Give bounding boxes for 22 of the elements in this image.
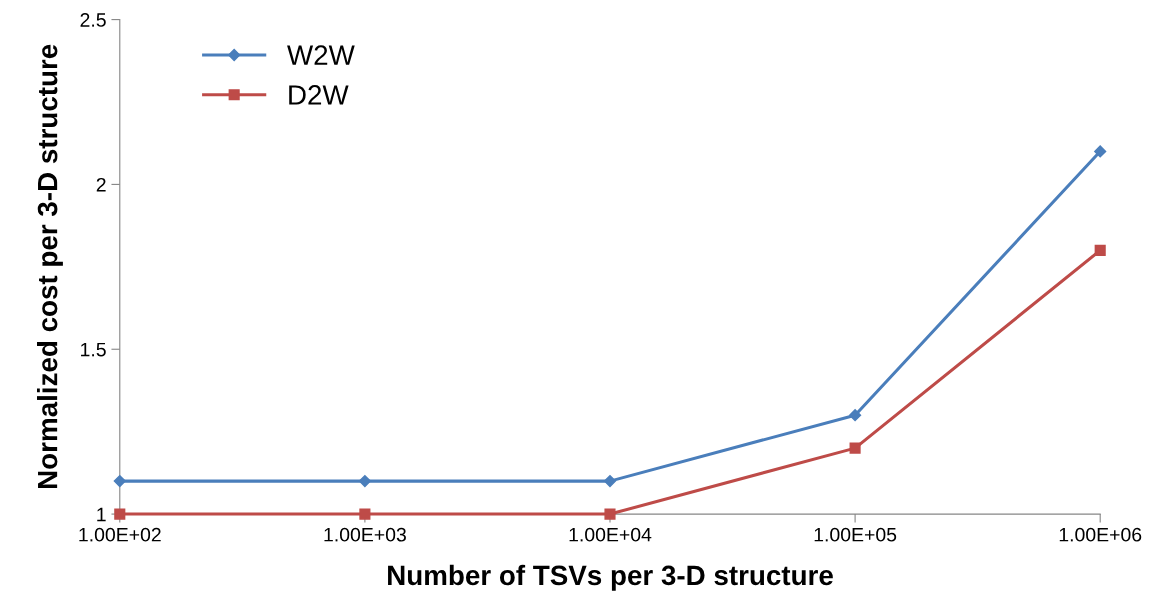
point [1094, 244, 1106, 256]
point [603, 475, 617, 488]
point [1094, 145, 1107, 158]
y-axis-title: Normalized cost per 3-D structure [37, 44, 63, 489]
x-tick-label: 1.00E+02 [79, 527, 161, 542]
y-tick-label: 2.5 [80, 13, 106, 27]
y-tick-label: 2 [96, 177, 106, 192]
x-tick-label: 1.00E+06 [1059, 527, 1142, 542]
point [849, 442, 861, 454]
x-tick-label: 1.00E+05 [814, 527, 897, 542]
x-axis-title: Number of TSVs per 3-D structure [388, 564, 833, 591]
y-tick-label: 1.5 [81, 342, 106, 357]
point [358, 475, 371, 488]
point [848, 409, 862, 422]
point [113, 475, 126, 488]
legend-label: W2W [287, 45, 355, 65]
legend-label: D2W [289, 85, 349, 105]
x-tick-label: 1.00E+03 [324, 527, 406, 542]
x-tick-label: 1.00E+04 [569, 527, 652, 542]
y-tick-label: 1 [97, 507, 106, 522]
point [604, 508, 616, 520]
point [359, 508, 371, 520]
